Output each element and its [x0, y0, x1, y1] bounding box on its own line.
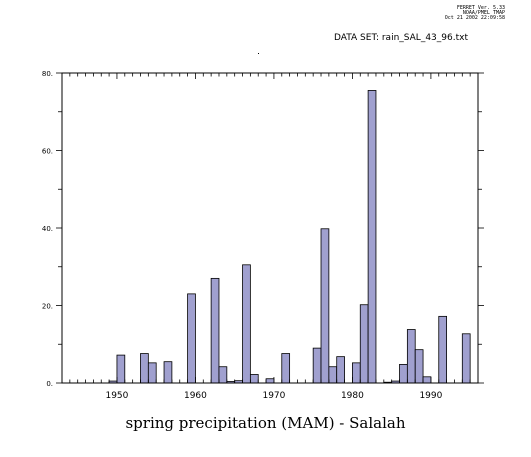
bar-1988 [414, 349, 424, 384]
bar-1954 [147, 362, 157, 384]
x-axis-caption: spring precipitation (MAM) - Salalah [125, 414, 406, 432]
y-tick-label: 0. [46, 380, 53, 388]
x-tick-label: 1990 [419, 391, 442, 401]
bar-1978 [336, 356, 345, 384]
bar-1976 [320, 228, 330, 384]
bar-1969 [265, 378, 275, 384]
y-tick-label: 20. [42, 303, 53, 311]
bar-1953 [140, 353, 149, 384]
tick-labels-group: 1950 1960 1970 1980 1990 0. 20. 40. 60. 80. [42, 70, 443, 401]
bar-1971 [281, 353, 291, 384]
bar-1980 [352, 362, 361, 384]
x-tick-label: 1960 [184, 391, 207, 401]
bar-1994 [461, 333, 471, 384]
bar-1967 [249, 374, 259, 384]
ferret-header: FERRET Ver. 5.33 NOAA/PMEL TMAP Oct 21 2… [445, 6, 505, 21]
bar-1986 [399, 363, 408, 384]
header-line-3: Oct 21 2002 22:09:58 [444, 15, 505, 21]
x-tick-label: 1970 [262, 391, 285, 401]
stray-dot [258, 53, 259, 54]
y-tick-label: 80. [42, 70, 53, 78]
bar-1963 [218, 366, 228, 384]
header-line-1: FERRET Ver. 5.33 [456, 5, 505, 11]
bar-1987 [406, 329, 416, 384]
bar-1975 [312, 347, 322, 384]
bars-group [108, 90, 471, 384]
bar-1989 [422, 376, 432, 384]
bar-1950 [116, 354, 126, 384]
bar-1991 [438, 315, 448, 384]
bar-1956 [163, 361, 173, 384]
y-tick-label: 40. [42, 225, 53, 233]
bar-1977 [328, 366, 338, 384]
y-tick-label: 60. [42, 148, 53, 156]
bar-1982 [367, 90, 377, 384]
bar-1962 [210, 277, 220, 384]
header-line-2: NOAA/PMEL TMAP [462, 10, 505, 16]
bar-1959 [187, 293, 196, 384]
x-tick-label: 1980 [341, 391, 364, 401]
ticks-group [56, 72, 484, 384]
dataset-label: DATA SET: rain_SAL_43_96.txt [334, 33, 468, 43]
bar-1981 [359, 304, 369, 384]
bar-1966 [242, 264, 251, 384]
x-tick-label: 1950 [105, 391, 128, 401]
